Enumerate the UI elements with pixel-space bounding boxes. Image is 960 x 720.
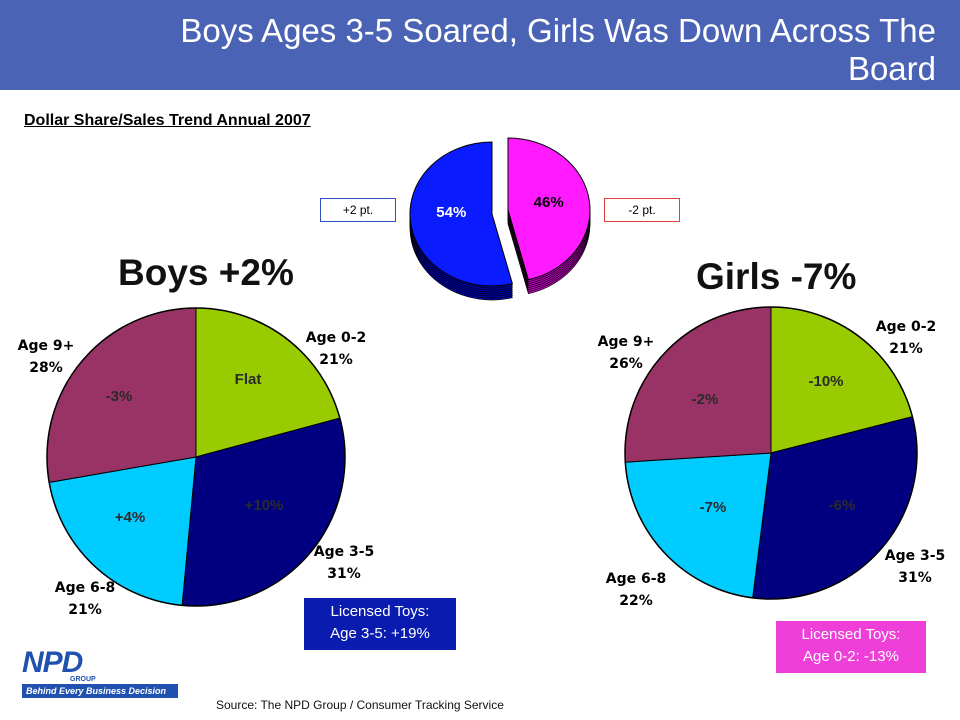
page-title: Boys Ages 3-5 Soared, Girls Was Down Acr… <box>180 12 936 87</box>
boys-change-label-0: Flat <box>235 371 262 388</box>
boys-change-label-1: +10% <box>245 497 284 514</box>
share-pie-label-1: 46% <box>534 194 564 211</box>
boys-note-line-1: Licensed Toys: <box>330 603 430 620</box>
girls-change-label-0: -10% <box>808 373 843 390</box>
boys-licensed-toys-note: Licensed Toys: Age 3-5: +19% <box>304 598 456 650</box>
girls-note-line-2: Age 0-2: -13% <box>803 648 899 665</box>
girls-chart-title: Girls -7% <box>696 256 857 297</box>
logo-group-text: GROUP <box>70 676 96 683</box>
share-pie-slice-0 <box>409 141 514 287</box>
girls-share-label-2: 22% <box>619 593 653 609</box>
title-bar: Boys Ages 3-5 Soared, Girls Was Down Acr… <box>0 0 960 90</box>
share-pie-label-0: 54% <box>436 204 466 221</box>
boys-category-label-2: Age 6-8 <box>55 580 116 596</box>
girls-note-line-1: Licensed Toys: <box>801 626 901 643</box>
girls-share-label-1: 31% <box>898 570 932 586</box>
boys-note-line-2: Age 3-5: +19% <box>330 625 430 642</box>
girls-category-label-0: Age 0-2 <box>876 319 937 335</box>
girls-licensed-toys-note: Licensed Toys: Age 0-2: -13% <box>776 621 926 673</box>
girls-pie-slice-3 <box>624 306 772 463</box>
girls-share-label-0: 21% <box>889 341 923 357</box>
boys-share-change-box: +2 pt. <box>320 198 396 222</box>
boys-change-label-2: +4% <box>115 509 145 526</box>
logo-mark: NPD <box>22 646 83 679</box>
boys-share-label-0: 21% <box>319 352 353 368</box>
boys-share-label-2: 21% <box>68 602 102 618</box>
boys-category-label-1: Age 3-5 <box>314 544 375 560</box>
girls-change-label-3: -2% <box>692 391 719 408</box>
girls-category-label-3: Age 9+ <box>598 334 655 350</box>
girls-pie-outline <box>624 306 918 600</box>
girls-change-label-2: -7% <box>700 499 727 516</box>
boys-chart-title: Boys +2% <box>118 252 294 293</box>
girls-change-label-1: -6% <box>829 497 856 514</box>
girls-category-label-1: Age 3-5 <box>885 548 946 564</box>
girls-category-label-2: Age 6-8 <box>606 571 667 587</box>
boys-share-label-3: 28% <box>29 360 63 376</box>
boys-change-label-3: -3% <box>106 388 133 405</box>
girls-share-change-box: -2 pt. <box>604 198 680 222</box>
share-pie-slice-1 <box>507 137 591 281</box>
boys-pie-outline <box>46 307 346 607</box>
girls-share-label-3: 26% <box>609 356 643 372</box>
boys-category-label-0: Age 0-2 <box>306 330 367 346</box>
boys-share-label-1: 31% <box>327 566 361 582</box>
boys-category-label-3: Age 9+ <box>18 338 75 354</box>
logo-tagline: Behind Every Business Decision <box>22 684 178 698</box>
npd-logo: NPD GROUP Behind Every Business Decision <box>22 646 182 702</box>
source-note: Source: The NPD Group / Consumer Trackin… <box>216 698 504 712</box>
chart-subtitle: Dollar Share/Sales Trend Annual 2007 <box>24 112 311 129</box>
